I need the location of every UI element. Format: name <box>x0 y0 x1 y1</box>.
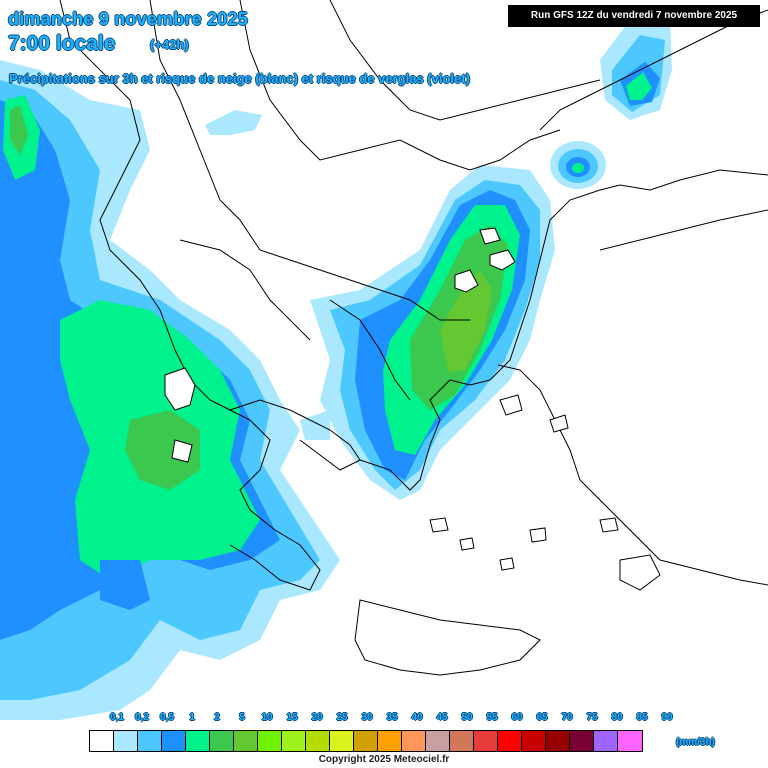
legend-color-scale <box>89 730 643 752</box>
legend-swatch <box>426 731 450 751</box>
legend-value-label: 0,2 <box>135 712 149 723</box>
islands <box>164 227 661 591</box>
legend-value-label: 85 <box>636 712 648 723</box>
legend-swatch <box>186 731 210 751</box>
legend-value-label: 40 <box>411 712 423 723</box>
legend-value-label: 0,5 <box>160 712 174 723</box>
legend-value-label: 65 <box>536 712 548 723</box>
legend-swatch <box>378 731 402 751</box>
copyright: Copyright 2025 Meteociel.fr <box>318 754 450 765</box>
legend-value-label: 75 <box>586 712 598 723</box>
legend-swatch <box>114 731 138 751</box>
legend-swatch <box>474 731 498 751</box>
legend-swatch <box>306 731 330 751</box>
legend-value-label: 0,1 <box>110 712 124 723</box>
legend-swatch <box>594 731 618 751</box>
legend-swatch <box>282 731 306 751</box>
legend-swatch <box>210 731 234 751</box>
legend-swatch <box>354 731 378 751</box>
legend-value-label: 5 <box>239 712 245 723</box>
legend-swatch <box>234 731 258 751</box>
legend-swatch <box>330 731 354 751</box>
legend-value-label: 50 <box>461 712 473 723</box>
legend-value-label: 15 <box>286 712 298 723</box>
legend-values: 0,1 0,2 0,5 1 2 5 10 15 20 25 30 35 40 45 50 55 60 65 70 75… <box>89 712 689 726</box>
legend-swatch <box>522 731 546 751</box>
legend-swatch <box>570 731 594 751</box>
forecast-date: dimanche 9 novembre 2025 <box>8 9 248 29</box>
legend-swatch <box>498 731 522 751</box>
run-info: Run GFS 12Z du vendredi 7 novembre 2025 <box>508 5 760 27</box>
legend-swatch <box>138 731 162 751</box>
forecast-offset: (+42h) <box>150 37 189 52</box>
legend-value-label: 1 <box>189 712 195 723</box>
legend-value-label: 25 <box>336 712 348 723</box>
legend-value-label: 30 <box>361 712 373 723</box>
map-subtitle: Précipitations sur 3h et risque de neige… <box>9 71 470 86</box>
legend-swatch <box>162 731 186 751</box>
precip-northeast <box>205 20 672 440</box>
legend-value-label: 10 <box>261 712 273 723</box>
legend-value-label: 45 <box>436 712 448 723</box>
legend-swatch <box>450 731 474 751</box>
legend-value-label: 70 <box>561 712 573 723</box>
legend-value-label: 2 <box>214 712 220 723</box>
legend-unit: (mm/3h) <box>676 737 715 748</box>
legend-value-label: 80 <box>611 712 623 723</box>
forecast-time: 7:00 locale <box>8 32 116 55</box>
legend-value-label: 20 <box>311 712 323 723</box>
legend-value-label: 90 <box>661 712 673 723</box>
coastlines <box>59 0 768 676</box>
legend-value-label: 55 <box>486 712 498 723</box>
legend-swatch <box>546 731 570 751</box>
legend-swatch <box>90 731 114 751</box>
legend-value-label: 60 <box>511 712 523 723</box>
legend-value-label: 35 <box>386 712 398 723</box>
legend-swatch <box>258 731 282 751</box>
legend-swatch <box>402 731 426 751</box>
legend-swatch <box>618 731 642 751</box>
precip-east <box>310 165 555 500</box>
